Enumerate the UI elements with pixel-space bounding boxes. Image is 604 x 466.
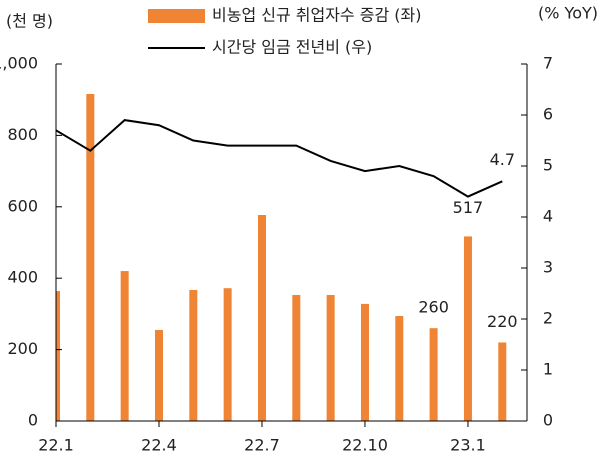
y2-tick-label: 3 [543, 258, 553, 277]
x-tick-label: 23.1 [450, 436, 486, 455]
bar [223, 288, 232, 421]
y-tick-label: 600 [7, 196, 38, 215]
bar-value-label: 517 [453, 198, 484, 217]
y-tick-label: 0 [28, 411, 38, 430]
y-axis-label: (천 명) [6, 12, 53, 31]
legend-label: 시간당 임금 전년비 (우) [212, 38, 372, 57]
bar [326, 294, 335, 421]
bar [498, 342, 507, 421]
legend-label: 비농업 신규 취업자수 증감 (좌) [212, 6, 421, 25]
bar [395, 316, 404, 421]
x-tick-label: 22.1 [38, 436, 74, 455]
y-tick-label: 400 [7, 268, 38, 287]
bar [120, 271, 129, 421]
y2-tick-label: 4 [543, 207, 553, 226]
x-tick-label: 22.10 [342, 436, 388, 455]
y2-tick-label: 2 [543, 309, 553, 328]
y2-tick-label: 0 [543, 411, 553, 430]
line-value-label: 4.7 [490, 150, 515, 169]
bar [292, 294, 301, 421]
bar [257, 215, 266, 421]
bar-value-label: 260 [418, 298, 449, 317]
y2-tick-label: 5 [543, 156, 553, 175]
x-tick-label: 22.7 [244, 436, 280, 455]
bar [154, 329, 163, 421]
bar [463, 236, 472, 421]
plot [56, 93, 507, 421]
bar [360, 303, 369, 421]
legend-swatch [148, 9, 205, 23]
bar-value-label: 220 [487, 312, 518, 331]
line [55, 119, 503, 198]
x-tick-label: 22.4 [141, 436, 177, 455]
y-tick-label: 1,000 [0, 54, 38, 73]
bar [86, 93, 95, 421]
y2-axis-label: (% YoY) [538, 4, 598, 23]
y2-tick-label: 7 [543, 54, 553, 73]
y2-tick-label: 6 [543, 105, 553, 124]
y-tick-label: 800 [7, 125, 38, 144]
y2-tick-label: 1 [543, 360, 553, 379]
bar [56, 291, 60, 421]
bar [189, 289, 198, 421]
bar [429, 328, 438, 421]
y-tick-label: 200 [7, 339, 38, 358]
